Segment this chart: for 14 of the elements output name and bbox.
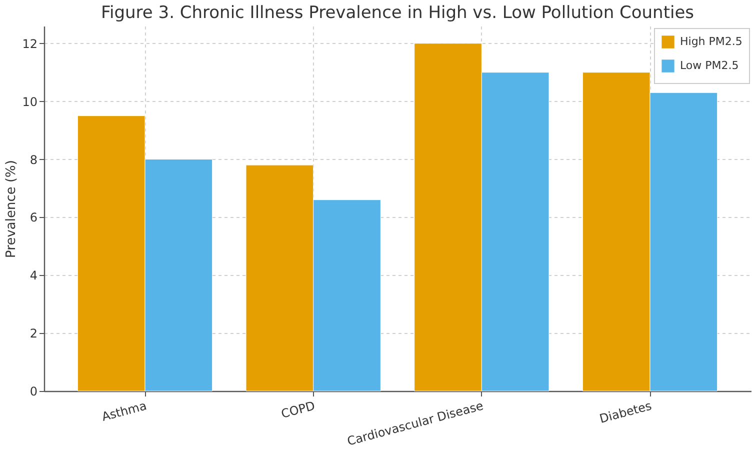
y-axis-title: Prevalence (%) xyxy=(4,160,20,258)
y-tick-label: 0 xyxy=(30,384,38,398)
x-tick-label: Diabetes xyxy=(598,398,654,426)
x-tick-label: COPD xyxy=(280,398,316,421)
legend-label: High PM2.5 xyxy=(680,35,742,48)
y-tick-label: 4 xyxy=(30,268,38,283)
y-tick-label: 8 xyxy=(30,152,38,167)
legend-label: Low PM2.5 xyxy=(680,59,739,72)
y-tick-label: 2 xyxy=(30,326,38,341)
chart-title: Figure 3. Chronic Illness Prevalence in High vs. Low Pollution Counties xyxy=(100,3,694,23)
y-tick-label: 6 xyxy=(30,210,38,225)
y-tick-label: 12 xyxy=(22,36,38,51)
y-tick-label: 10 xyxy=(22,94,38,109)
x-tick-label: Asthma xyxy=(100,398,148,424)
